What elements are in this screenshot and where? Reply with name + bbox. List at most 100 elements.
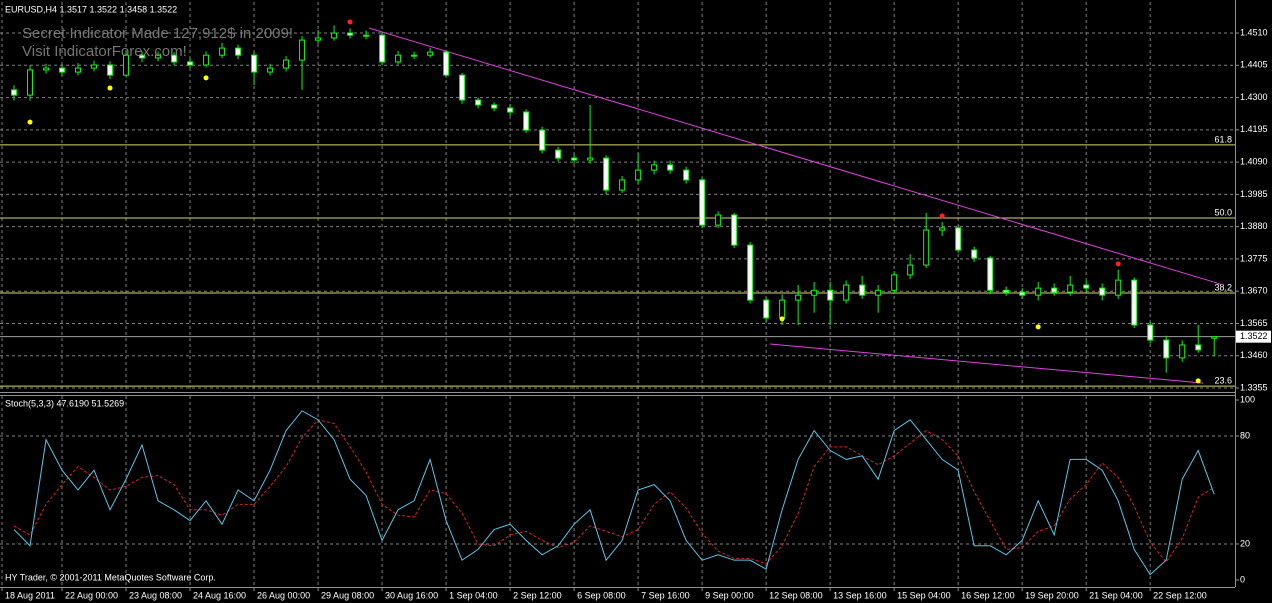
indicator-title: Stoch(5,3,3) 47.6190 51.5269 (5, 398, 124, 408)
x-tick-label: 1 Sep 04:00 (449, 590, 498, 600)
y-tick-label: 1.3355 (1240, 382, 1268, 392)
candle-body (715, 214, 722, 226)
candle-body (699, 179, 706, 226)
annotation: Secret Indicator Made 127,912$ in 2009! (22, 25, 293, 42)
candle-body (139, 54, 146, 59)
candle-body (603, 157, 610, 191)
candle-body (427, 51, 434, 56)
candle-body (683, 169, 690, 181)
candle-body (91, 64, 98, 69)
x-tick-label: 30 Aug 16:00 (385, 590, 438, 600)
candle-body (859, 284, 866, 296)
candle-body (539, 129, 546, 151)
x-tick-label: 26 Aug 00:00 (257, 590, 310, 600)
candle-body (507, 107, 514, 113)
x-tick-label: 9 Sep 00:00 (705, 590, 754, 600)
candle-body (1131, 279, 1138, 326)
candle-body (523, 111, 530, 131)
y-tick-label: 1.3460 (1240, 350, 1268, 360)
fib-label: 50.0 (1214, 207, 1232, 217)
candle-body (571, 157, 578, 161)
y-tick-label: 80 (1240, 430, 1250, 440)
x-tick-label: 18 Aug 2011 (5, 590, 55, 600)
signal-dot (779, 316, 785, 322)
signal-dot (939, 213, 945, 219)
candle-body (1003, 289, 1010, 293)
candle-body (1211, 336, 1218, 339)
y-tick-label: 1.3565 (1240, 318, 1268, 328)
caption: HY Trader, © 2001-2011 MetaQuotes Softwa… (5, 572, 216, 582)
price-label-box (1236, 330, 1271, 343)
candle-body (891, 274, 898, 291)
candle-body (907, 264, 914, 276)
series-line (13, 410, 1215, 576)
candle-body (843, 284, 850, 301)
y-tick-label: 1.4090 (1240, 156, 1268, 166)
candle-body (203, 54, 210, 66)
y-tick-label: 100 (1240, 394, 1255, 404)
signal-dot (1035, 324, 1041, 330)
signal-dot (1115, 261, 1121, 267)
candle-body (59, 67, 66, 73)
candle-body (1115, 279, 1122, 296)
candle-body (443, 51, 450, 76)
candle-body (1051, 287, 1058, 293)
candle-body (331, 32, 338, 39)
candle-body (75, 67, 82, 73)
candle-body (123, 54, 130, 76)
candle-body (731, 214, 738, 246)
candle-body (475, 99, 482, 106)
x-tick-label: 12 Sep 08:00 (769, 590, 823, 600)
candle-body (635, 169, 642, 181)
fib-label: 23.6 (1214, 376, 1232, 386)
candle-body (315, 37, 322, 41)
candle-body (811, 289, 818, 296)
x-tick-label: 13 Sep 16:00 (833, 590, 887, 600)
candle-body (747, 244, 754, 301)
candle-body (283, 59, 290, 69)
y-tick-label: 1.4510 (1240, 27, 1268, 37)
fib-label: 38.2 (1214, 282, 1232, 292)
x-tick-label: 15 Sep 04:00 (897, 590, 951, 600)
candle-body (795, 294, 802, 301)
candle-body (171, 54, 178, 63)
candle-body (763, 299, 770, 319)
candle-body (107, 64, 114, 76)
price-label: 1.3522 (1240, 331, 1268, 341)
candle-body (827, 289, 834, 301)
y-tick-label: 1.3985 (1240, 189, 1268, 199)
candle-body (651, 164, 658, 171)
candle-body (187, 61, 194, 66)
x-tick-label: 21 Sep 04:00 (1089, 590, 1143, 600)
y-tick-label: 20 (1240, 538, 1250, 548)
trendline (770, 343, 1204, 384)
candle-body (155, 54, 162, 59)
candle-body (955, 227, 962, 251)
candle-body (587, 157, 594, 161)
candle-body (267, 67, 274, 73)
x-tick-label: 22 Aug 00:00 (65, 590, 118, 600)
y-tick-label: 1.4195 (1240, 124, 1268, 134)
x-tick-label: 19 Sep 20:00 (1025, 590, 1079, 600)
candle-body (299, 39, 306, 61)
candle-body (939, 227, 946, 231)
trendline (369, 27, 1224, 286)
x-tick-label: 7 Sep 16:00 (641, 590, 690, 600)
candle-body (923, 229, 930, 266)
candle-body (1179, 344, 1186, 359)
candle-body (1067, 284, 1074, 293)
chart-title: EURUSD,H4 1.3517 1.3522 1.3458 1.3522 (5, 4, 177, 14)
y-tick-label: 1.3775 (1240, 253, 1268, 263)
candle-body (1147, 324, 1154, 341)
signal-dot (347, 19, 353, 25)
fib-label: 61.8 (1214, 134, 1232, 144)
candle-body (619, 179, 626, 191)
candle-body (411, 54, 418, 57)
x-tick-label: 6 Sep 08:00 (577, 590, 626, 600)
x-tick-label: 22 Sep 12:00 (1153, 590, 1207, 600)
x-tick-label: 24 Aug 16:00 (193, 590, 246, 600)
candle-body (1083, 284, 1090, 289)
